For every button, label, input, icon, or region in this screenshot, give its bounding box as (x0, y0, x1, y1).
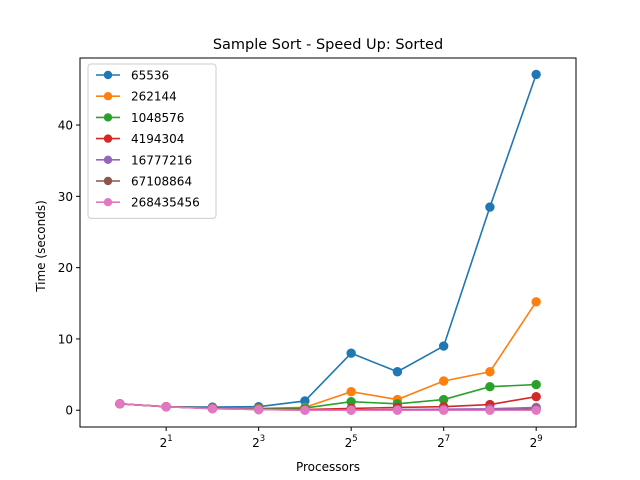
legend-label: 65536 (131, 69, 169, 83)
data-point (115, 399, 125, 409)
data-point (485, 367, 495, 377)
data-point (531, 69, 541, 80)
data-point (438, 405, 449, 415)
x-tick-label: 29 (530, 434, 543, 450)
y-tick-label: 0 (65, 404, 73, 418)
data-point (485, 405, 495, 415)
data-point (346, 348, 356, 358)
legend-item: 1048576 (96, 111, 184, 125)
data-point (531, 405, 541, 415)
legend-marker (103, 92, 113, 101)
data-point (438, 341, 449, 351)
legend-marker (103, 134, 113, 143)
axes-frame (79, 57, 577, 428)
legend-box (87, 63, 217, 219)
data-point (438, 376, 449, 386)
legend-label: 1048576 (131, 111, 184, 125)
y-tick-label: 30 (58, 190, 73, 204)
legend-label: 67108864 (131, 175, 192, 189)
y-axis-label: Time (seconds) (34, 200, 48, 293)
y-tick-label: 20 (58, 261, 73, 275)
data-point (253, 404, 264, 415)
legend-marker (103, 176, 113, 186)
legend-marker (103, 155, 113, 164)
data-point (485, 202, 495, 212)
legend: 65536 262144 1048576 4194304 16777216 6710886… (87, 63, 217, 219)
chart-title: Sample Sort - Speed Up: Sorted (213, 37, 443, 53)
y-tick-label: 40 (58, 119, 73, 133)
legend-marker (103, 198, 113, 207)
data-point (346, 387, 356, 397)
data-point (346, 405, 356, 415)
data-point (392, 405, 403, 415)
legend-item: 4194304 (96, 132, 184, 146)
data-point (392, 367, 403, 377)
series-268435456 (115, 399, 541, 415)
x-tick-label: 25 (345, 434, 358, 450)
data-point (531, 391, 541, 402)
data-point (531, 297, 541, 307)
data-point (207, 404, 218, 414)
legend-label: 4194304 (131, 132, 184, 146)
data-point (485, 382, 495, 392)
y-axis-ticks: 0 10 20 30 40 (58, 119, 80, 418)
legend-marker (103, 113, 113, 122)
legend-item: 16777216 (96, 153, 192, 167)
x-axis-ticks: 21 23 25 27 29 (160, 427, 543, 450)
legend-item: 67108864 (96, 175, 192, 189)
x-tick-label: 23 (252, 434, 265, 450)
series-layer (115, 69, 541, 415)
data-point (300, 405, 310, 415)
data-point (161, 401, 171, 412)
x-tick-label: 21 (160, 434, 173, 450)
legend-item: 262144 (96, 90, 177, 104)
x-axis-label: Processors (296, 460, 360, 474)
legend-item: 268435456 (96, 196, 200, 210)
legend-label: 262144 (131, 90, 177, 104)
legend-marker (103, 70, 113, 80)
legend-item: 65536 (96, 69, 169, 83)
series-line (119, 403, 537, 412)
legend-label: 268435456 (131, 196, 200, 210)
data-point (531, 379, 541, 390)
x-tick-label: 27 (437, 434, 450, 450)
y-tick-label: 10 (58, 332, 73, 346)
legend-label: 16777216 (131, 153, 192, 167)
